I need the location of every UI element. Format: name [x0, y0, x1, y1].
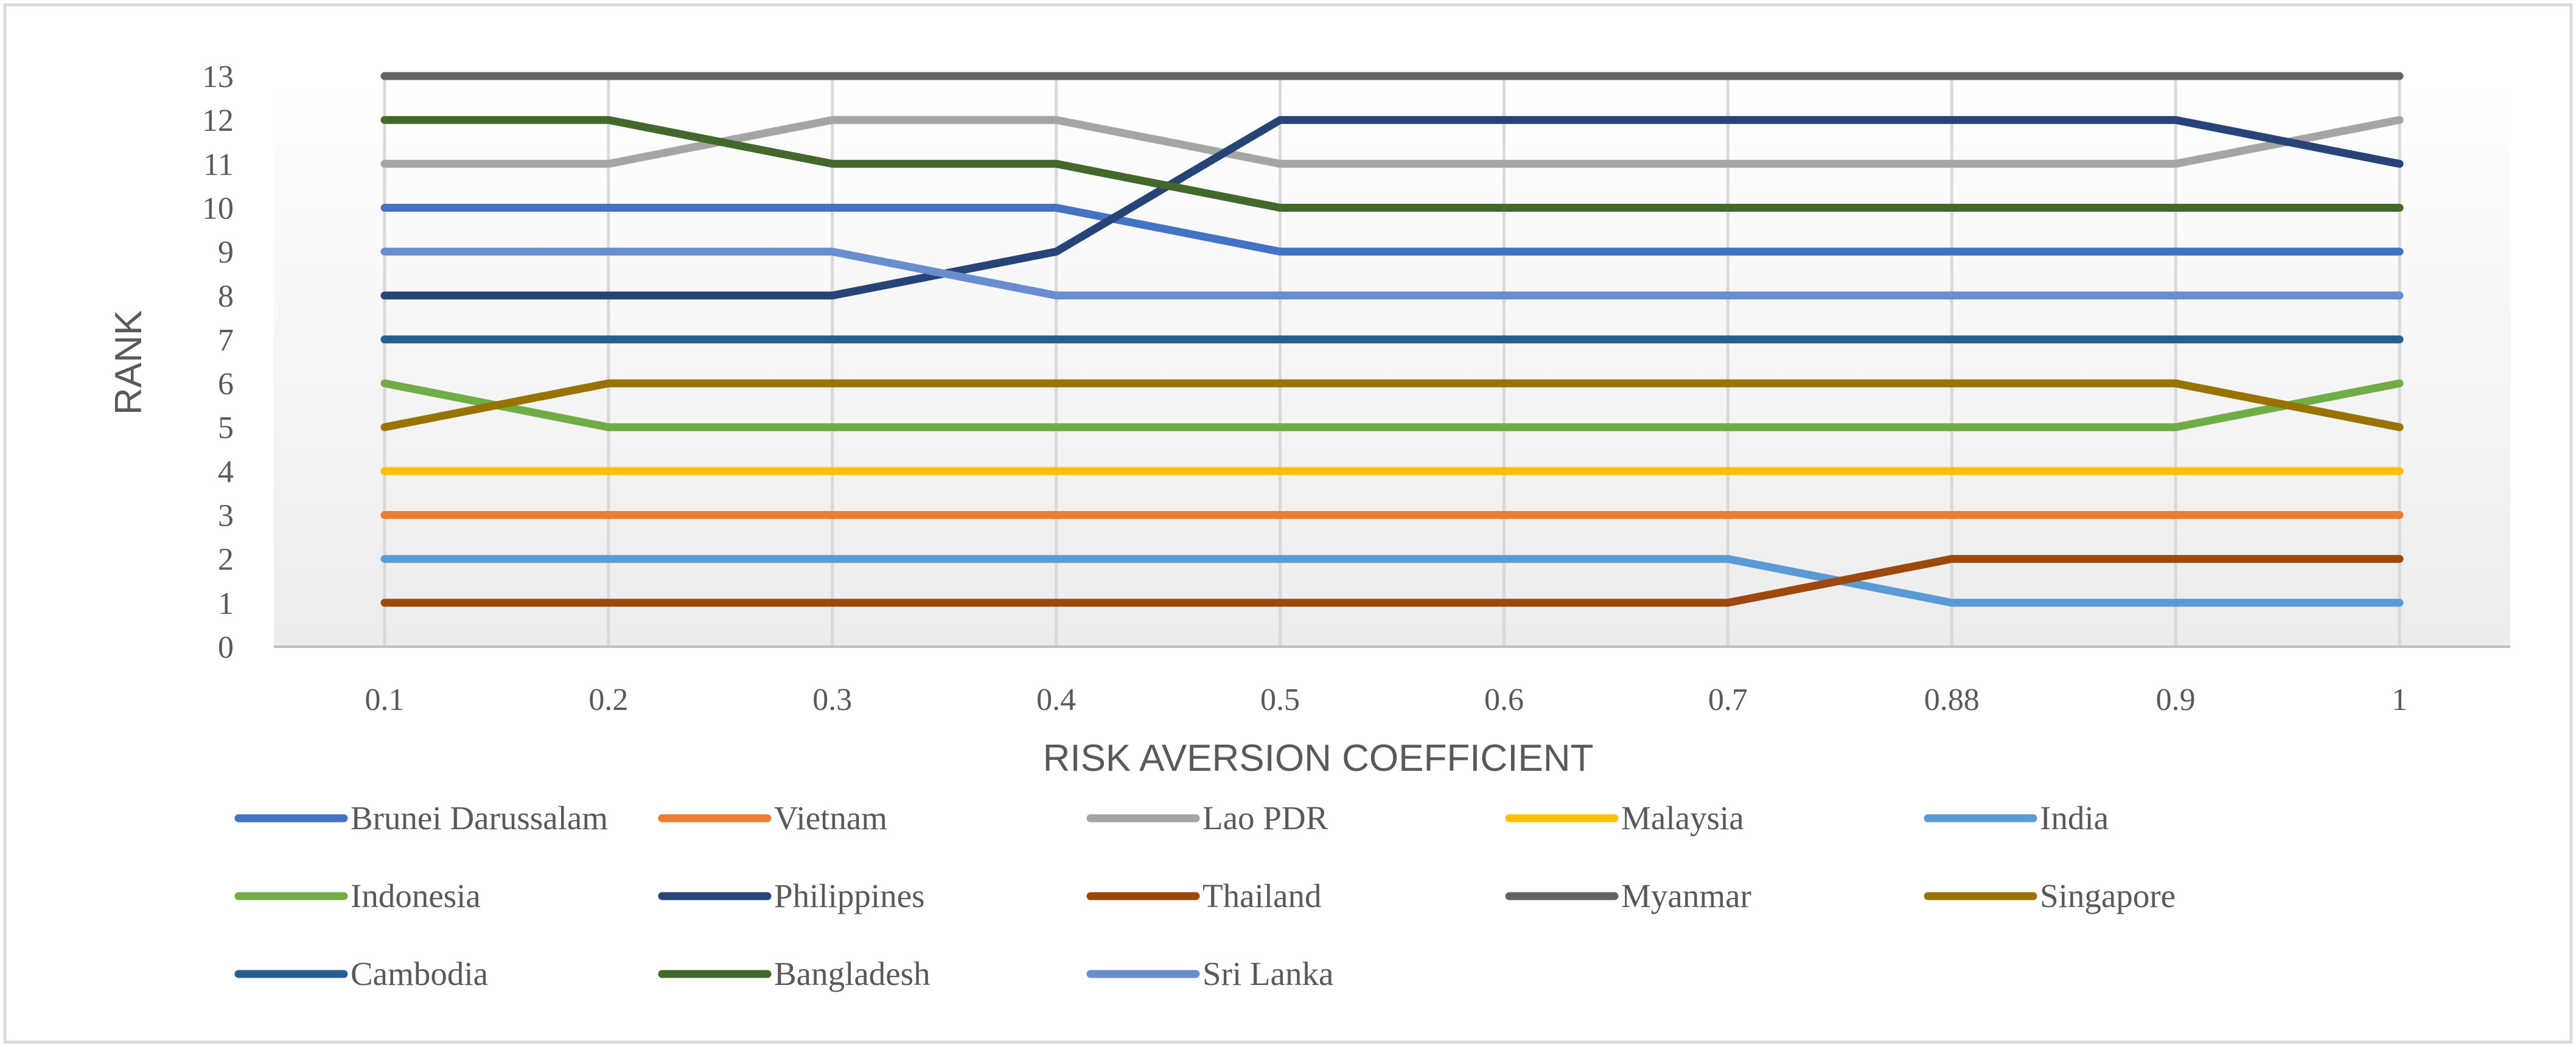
series-line-thailand	[380, 555, 2404, 607]
x-tick-label: 1	[2392, 683, 2407, 717]
legend: Brunei Darussalam Vietnam Lao PDR Malaysia I…	[234, 799, 2176, 992]
x-tick-label: 0.6	[1484, 683, 1524, 717]
legend-label-cambodia: Cambodia	[351, 955, 488, 992]
y-tick-label: 11	[203, 147, 234, 182]
x-tick-label: 0.7	[1708, 683, 1748, 717]
y-tick-label: 7	[218, 323, 234, 358]
gridlines	[383, 76, 2401, 647]
y-tick-label: 4	[218, 454, 234, 489]
y-tick-label: 13	[202, 60, 234, 94]
x-tick-label: 0.4	[1036, 683, 1076, 717]
y-tick-label: 6	[218, 367, 234, 402]
legend-label-bangladesh: Bangladesh	[774, 955, 930, 992]
legend-label-thailand: Thailand	[1202, 877, 1321, 914]
series-line-singapore	[380, 379, 2404, 431]
y-tick-label: 2	[218, 543, 234, 577]
y-tick-label: 1	[218, 586, 234, 621]
series-line-india	[380, 555, 2404, 607]
y-tick-label: 10	[202, 191, 234, 226]
series-line-indonesia	[380, 379, 2404, 431]
x-tick-label: 0.1	[365, 683, 405, 717]
y-tick-label: 5	[218, 411, 234, 445]
legend-label-indonesia: Indonesia	[351, 877, 481, 914]
y-tick-label: 3	[218, 499, 234, 534]
series-lines	[380, 72, 2404, 607]
legend-label-lao-pdr: Lao PDR	[1202, 799, 1328, 837]
legend-label-vietnam: Vietnam	[774, 799, 887, 837]
axes: 0.1 0.2 0.3 0.4 0.5 0.6 0.7 0.88 0.9 101234567891…	[202, 60, 2510, 717]
x-tick-label: 0.3	[812, 683, 852, 717]
series-line-bangladesh	[380, 116, 2404, 212]
series-line-brunei-darussalam	[380, 204, 2404, 256]
y-tick-label: 9	[218, 235, 234, 270]
series-line-sri-lanka	[380, 248, 2404, 300]
legend-label-sri-lanka: Sri Lanka	[1202, 955, 1333, 992]
x-tick-label: 0.5	[1260, 683, 1300, 717]
legend-label-singapore: Singapore	[2040, 877, 2176, 914]
plot-area-background	[274, 76, 2510, 648]
y-tick-label: 0	[218, 630, 234, 665]
x-axis-title: RISK AVERSION COEFFICIENT	[1043, 737, 1594, 779]
y-tick-label: 12	[202, 103, 234, 138]
legend-label-philippines: Philippines	[774, 877, 925, 914]
legend-label-india: India	[2040, 799, 2109, 837]
x-tick-label: 0.9	[2156, 683, 2196, 717]
series-line-philippines	[380, 116, 2404, 300]
x-tick-label: 0.2	[588, 683, 628, 717]
legend-label-brunei-darussalam: Brunei Darussalam	[351, 799, 608, 837]
y-axis-title: RANK	[108, 310, 150, 415]
y-tick-label: 8	[218, 279, 234, 314]
legend-label-myanmar: Myanmar	[1621, 877, 1751, 914]
x-tick-label: 0.88	[1924, 683, 1980, 717]
legend-label-malaysia: Malaysia	[1621, 799, 1744, 837]
